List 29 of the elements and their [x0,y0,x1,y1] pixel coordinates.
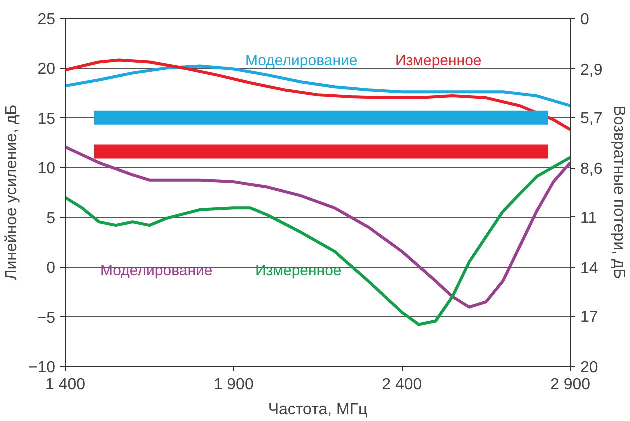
y-tick-label: 25 [38,12,56,28]
y-tick-label: 0 [46,260,56,278]
text: Моделирование [100,262,213,280]
y2-tick-label: 5,7 [580,110,603,128]
y-tick-label: 5 [46,210,56,228]
y-tick-label: −5 [37,310,56,327]
y2-tick-label: 0 [580,12,590,28]
y2-tick-label: 2,9 [580,62,603,79]
y-tick-label: 15 [38,110,56,128]
y2-tick-label: 11 [580,210,598,227]
x-tick-label: 2 400 [382,376,422,394]
y-tick-label: 10 [38,160,56,178]
y2-tick-label: 20 [580,360,598,376]
line-series [66,156,570,326]
y-tick-label: −10 [28,360,56,376]
x-tick-label: 1 900 [214,376,254,394]
x-axis-title: Частота, МГц [268,402,368,418]
x-tick-label: 1 400 [45,376,86,394]
series-label: Измеренное [396,52,482,70]
y2-tick-label: 14 [580,260,598,278]
line-series [66,146,570,309]
series-label: Моделирование [246,52,358,70]
x-tick-label: 2 900 [550,376,591,394]
y2-axis-title: Возвратные потери, дБ [610,106,628,280]
y-tick-label: 20 [38,61,56,78]
y2-tick-label: 17 [580,309,598,326]
series-label: Измеренное [256,262,342,280]
y-axis-title: Линейное усиление, дБ [3,104,20,280]
y2-tick-label: 8,6 [580,161,603,178]
